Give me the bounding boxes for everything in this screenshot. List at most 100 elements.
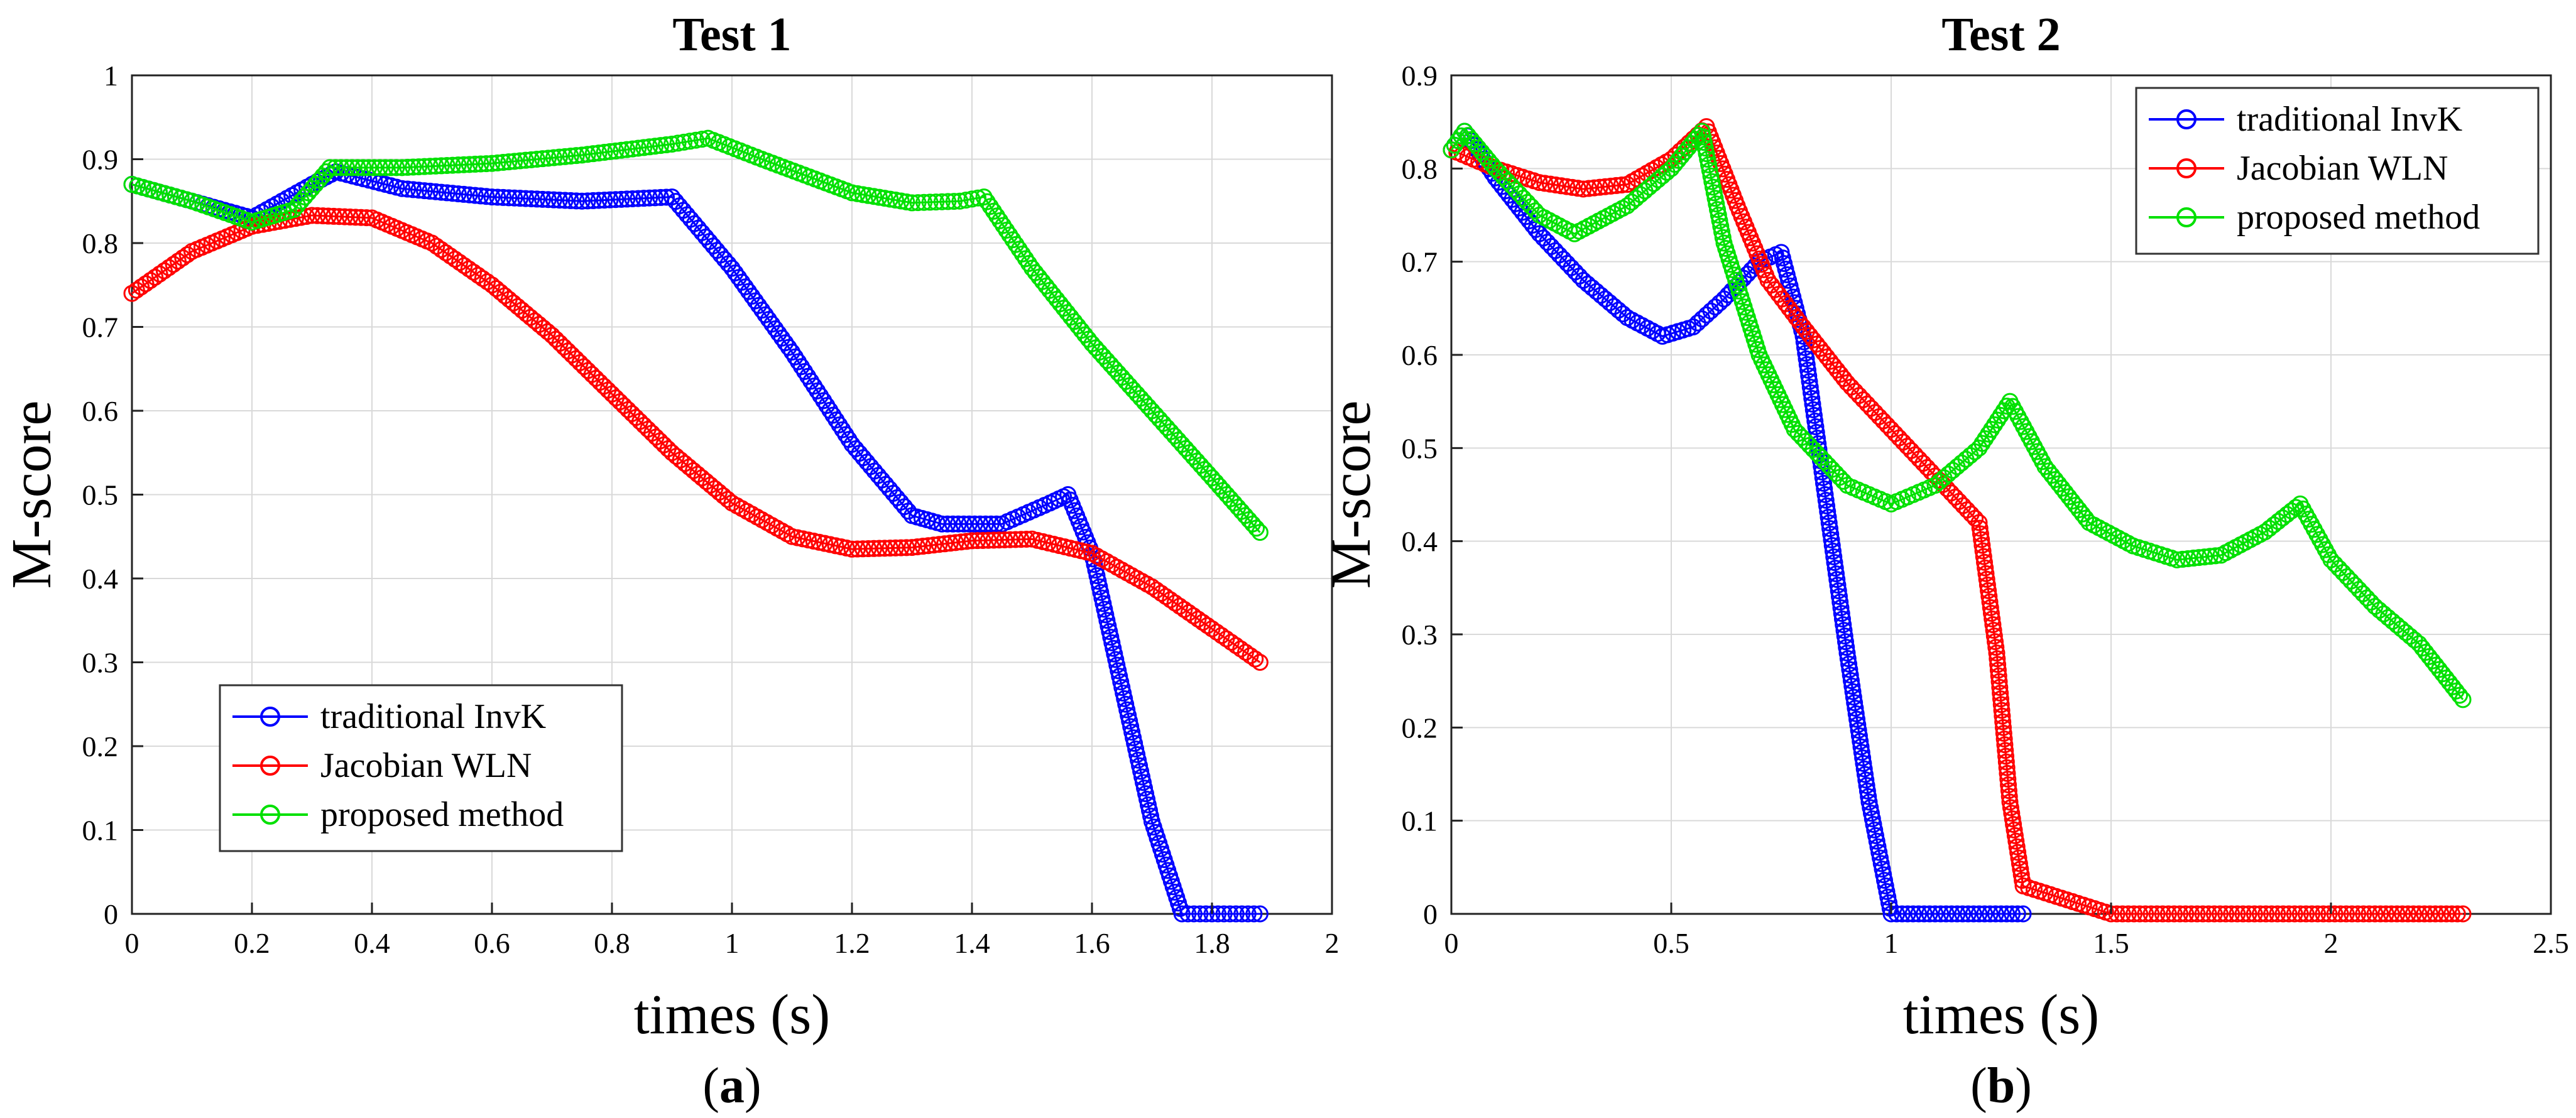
data-point [1798,355,1816,373]
data-point [2269,905,2286,923]
data-point [1247,650,1264,668]
data-point [601,191,619,209]
data-point [1872,849,1889,867]
data-point [1251,524,1269,541]
data-point [865,540,883,557]
data-point [1831,594,1849,611]
data-point [1844,683,1862,700]
series-layer [123,129,1269,923]
data-point [2180,550,2197,567]
panel-label-open: ( [1970,1058,1987,1114]
data-point [1855,760,1873,778]
data-point [2012,866,2030,884]
legend-marker [260,756,280,776]
data-point [1826,560,1844,577]
data-point [478,188,495,205]
data-point [2451,687,2469,704]
data-point [1696,139,1714,157]
data-point [449,185,467,203]
data-point [2372,905,2389,923]
x-axis-label: times (s) [634,984,830,1046]
data-point [624,190,641,207]
data-point [1708,195,1725,213]
data-point [178,246,196,263]
data-point [455,185,472,203]
data-point [966,515,983,533]
data-point [2399,905,2416,923]
series-line [1450,129,2023,915]
data-point [341,208,359,225]
data-point [2280,905,2298,923]
data-point [438,184,456,202]
data-point [1984,610,2001,627]
data-point [2229,905,2246,923]
x-tick-label: 1.6 [1074,927,1110,959]
data-point [2177,905,2195,923]
data-point [1862,799,1879,817]
data-point [1173,905,1191,923]
data-point [483,155,501,172]
data-point [2010,849,2028,867]
data-point [545,149,562,166]
data-point [652,137,670,155]
legend-marker [260,805,280,825]
data-point [2443,905,2460,923]
data-point [347,209,364,226]
data-point [1798,350,1815,367]
data-point [2188,905,2206,923]
data-point [1997,742,2014,759]
y-tick-label: 0.4 [1402,526,1438,558]
data-point [2119,905,2137,923]
data-point [1705,184,1723,202]
data-point [528,151,546,168]
data-point [1709,201,1726,219]
y-tick-label: 0.9 [82,144,119,176]
data-point [461,156,478,173]
legend-entry: Jacobian WLN [2149,149,2448,188]
legend-label: proposed method [2237,198,2480,237]
data-point [1978,570,1995,588]
data-point [1973,435,1991,452]
data-point [1860,788,1877,805]
data-point [427,157,444,175]
data-point [1838,639,1855,656]
data-point [1575,180,1592,198]
data-point [1820,509,1837,526]
x-tick-label: 2.5 [2533,927,2569,959]
y-tick-label: 0.5 [82,479,119,511]
panel-label-close: ) [745,1058,761,1114]
data-point [1696,134,1713,151]
data-point [550,148,568,166]
data-point [562,147,579,165]
data-point [958,533,975,550]
data-point [630,139,647,157]
data-point [921,193,939,211]
legend-entry: traditional InvK [232,697,546,736]
chart-title: Test 1 [672,8,791,61]
data-point [849,185,866,202]
data-point [2377,905,2394,923]
data-point [887,539,904,556]
data-point [1536,175,1554,192]
data-point [1826,554,1843,572]
data-point [920,537,937,555]
data-point [1870,844,1888,861]
y-tick-label: 0.7 [1402,246,1438,278]
x-tick-label: 1.5 [2093,927,2129,959]
data-point [977,515,995,533]
y-axis-label: M-score [1320,401,1382,589]
data-point [1797,344,1815,362]
x-tick-labels: 0 0.2 0.4 0.6 0.8 1 1.2 1.4 1.6 1.8 2 [125,903,1340,959]
data-point [1569,180,1586,197]
data-point [500,189,518,207]
data-point [2454,691,2472,708]
data-point [1852,732,1869,750]
data-point [1888,905,1906,923]
data-point [881,190,899,208]
data-point [567,192,585,210]
data-point [1843,677,1861,695]
data-point [2448,905,2466,923]
data-point [1831,588,1848,605]
data-point [1874,860,1891,878]
data-point [1804,401,1822,418]
